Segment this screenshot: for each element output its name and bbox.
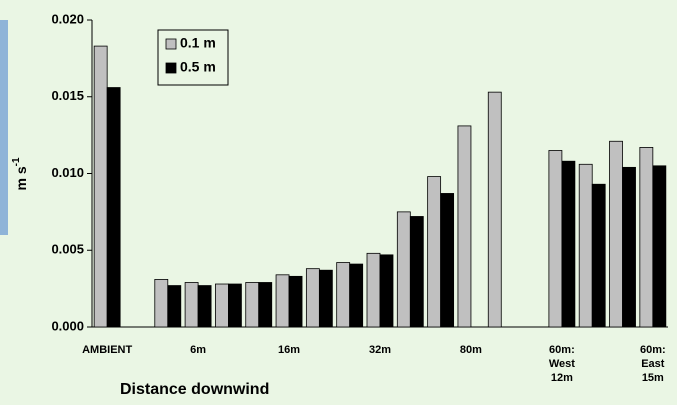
x-tick-label: 6m: [190, 344, 206, 356]
bar: [215, 283, 229, 328]
x-tick-line: 60m:: [549, 344, 575, 356]
y-label-sup: -1: [11, 157, 22, 166]
bar: [167, 285, 182, 328]
x-axis-label: Distance downwind: [120, 381, 269, 398]
bar: [578, 163, 593, 328]
x-tick-label: 60m: West 12m: [549, 344, 575, 384]
bar: [318, 269, 333, 328]
bar: [427, 176, 442, 328]
x-tick-line: 60m:: [640, 344, 666, 356]
bar: [440, 193, 455, 328]
x-tick-line: West: [549, 358, 575, 370]
bar: [288, 275, 303, 328]
x-tick-label: 16m: [278, 344, 300, 356]
bar: [622, 166, 636, 328]
bar: [197, 285, 212, 328]
bar: [652, 165, 667, 328]
bar: [487, 91, 502, 328]
side-strip: [0, 20, 8, 235]
bar: [379, 254, 394, 328]
bar: [561, 160, 576, 328]
y-tick-label: 0.005: [51, 242, 84, 257]
bar: [591, 183, 606, 328]
bar: [184, 282, 199, 328]
bar: [245, 282, 260, 328]
y-tick-label: 0.000: [51, 318, 84, 333]
bar: [93, 45, 108, 328]
legend-swatch: [165, 38, 177, 50]
y-tick-label: 0.015: [51, 88, 84, 103]
y-axis-label: m s-1: [11, 157, 29, 190]
bar: [639, 147, 654, 328]
x-tick-line: East: [641, 358, 665, 370]
legend-label: 0.1 m: [180, 35, 216, 51]
bar: [409, 216, 424, 328]
bar: [609, 140, 623, 328]
x-tick-label: 80m: [460, 344, 482, 356]
y-label-text: m s: [13, 166, 29, 190]
x-tick-label: AMBIENT: [82, 344, 132, 356]
bar: [349, 263, 364, 328]
x-tick-label: 60m: East 15m: [640, 344, 666, 384]
bar: [154, 279, 169, 328]
bar: [275, 274, 290, 328]
legend-swatch: [165, 62, 177, 74]
bar: [305, 268, 320, 328]
y-tick-label: 0.020: [51, 11, 84, 26]
bar: [366, 252, 381, 328]
bar: [106, 87, 121, 328]
bar: [548, 150, 563, 328]
legend: [157, 29, 229, 86]
x-tick-line: 12m: [551, 372, 573, 384]
bar: [457, 125, 472, 328]
y-tick-label: 0.010: [51, 165, 84, 180]
x-tick-label: 32m: [369, 344, 391, 356]
x-tick-line: 15m: [642, 372, 664, 384]
legend-label: 0.5 m: [180, 59, 216, 75]
bar: [258, 282, 273, 328]
bar: [396, 211, 411, 328]
bar: [228, 283, 242, 328]
bar: [336, 262, 351, 328]
